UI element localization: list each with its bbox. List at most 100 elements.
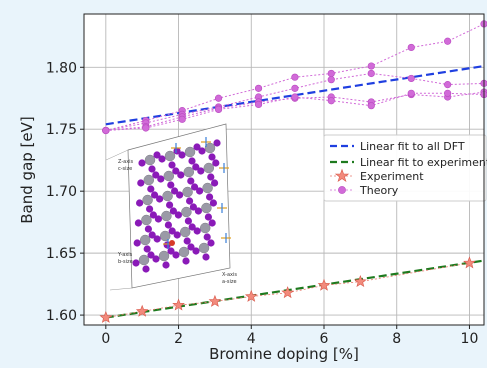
- inset-atom-br-6-a: [177, 171, 185, 179]
- inset-atom-pb-18: [179, 226, 191, 238]
- y-axis-title: Band gap [eV]: [18, 116, 36, 223]
- x-tick-label-3: 6: [320, 331, 329, 347]
- inset-atom-pb-0: [144, 154, 156, 166]
- inset-atom-pb-19: [199, 222, 211, 234]
- inset-atoms: [132, 137, 231, 273]
- inset-atom-br-8-b: [151, 191, 159, 199]
- inset-atom-br-14-c: [184, 217, 192, 225]
- experiment-point-7: [354, 275, 367, 288]
- inset-atom-br-16-a: [133, 239, 141, 247]
- inset-atom-br-12-a: [134, 219, 142, 227]
- theory-point-3-4: [254, 100, 263, 109]
- inset-atom-pb-16: [139, 234, 151, 246]
- inset-atom-br-1-a: [158, 155, 166, 163]
- inset-atom-pb-21: [158, 250, 170, 262]
- crystal-structure-inset: Z-axis c-size Y-axis b-size X-axis a-siz…: [105, 123, 237, 291]
- inset-atom-br-2-a: [178, 151, 186, 159]
- inset-atom-br-9-b: [171, 187, 179, 195]
- inset-atom-br-21-a: [152, 255, 160, 263]
- inset-atom-br-0-c: [148, 165, 156, 173]
- inset-atom-br-13-a: [154, 215, 162, 223]
- experiment-point-3: [208, 294, 222, 307]
- legend-label-theory: Theory: [359, 184, 399, 197]
- y-tick-label-4: 1.80: [46, 60, 77, 76]
- inset-atom-br-17-a: [153, 235, 161, 243]
- inset-atom-br-2-b: [193, 143, 201, 151]
- inset-atom-br-18-a: [173, 231, 181, 239]
- inset-atom-pb-20: [138, 254, 150, 266]
- inset-atom-br-3-a: [198, 147, 206, 155]
- inset-atom-pb-6: [183, 166, 195, 178]
- x-axis-title: Bromine doping [%]: [209, 345, 359, 363]
- inset-atom-br-19-b: [208, 219, 216, 227]
- inset-y-axis-label: Y-axis: [117, 252, 133, 258]
- legend-label-dft-fit: Linear fit to all DFT: [360, 140, 465, 153]
- inset-atom-dopant: [169, 240, 175, 246]
- inset-atom-pb-17: [159, 230, 171, 242]
- inset-atom-br-8-c: [146, 205, 154, 213]
- inset-atom-br-8-a: [136, 199, 144, 207]
- theory-point-0-5: [291, 73, 299, 81]
- theory-point-3-5: [291, 93, 299, 101]
- inset-atom-br-9-a: [156, 195, 164, 203]
- inset-atom-br-11-a: [196, 187, 204, 195]
- theory-point-0-8: [407, 43, 415, 52]
- inset-atom-br-22-c: [182, 257, 190, 265]
- inset-atom-pb-23: [198, 242, 210, 254]
- inset-atom-pb-9: [162, 190, 173, 202]
- inset-atom-br-10-a: [176, 191, 184, 199]
- inset-atom-pb-12: [141, 214, 152, 226]
- theory-point-3-9: [444, 89, 452, 97]
- experiment-point-4: [244, 289, 258, 302]
- y-tick-label-0: 1.60: [46, 308, 77, 324]
- theory-point-0-4: [254, 84, 263, 92]
- legend-label-experiment-fit: Linear fit to experiment: [360, 156, 487, 169]
- legend-handle-theory: [338, 186, 346, 194]
- inset-atom-br-7-b: [212, 159, 220, 167]
- inset-atom-br-2-c: [188, 157, 196, 165]
- inset-atom-br-23-c: [202, 253, 210, 261]
- inset-z-axis-label: Z-axis: [118, 159, 134, 165]
- experiment-series: [99, 256, 476, 323]
- inset-atom-br-20-c: [142, 265, 150, 273]
- inset-atom-br-4-b: [152, 171, 160, 179]
- inset-atom-pb-15: [201, 202, 212, 214]
- inset-atom-br-15-b: [209, 199, 217, 207]
- inset-atom-br-3-b: [213, 139, 221, 147]
- theory-point-1-7: [367, 69, 375, 78]
- inset-a-size-label: a-size: [222, 279, 237, 285]
- inset-atom-pb-5: [163, 170, 175, 182]
- y-tick-label-1: 1.65: [46, 246, 77, 262]
- inset-atom-br-6-c: [187, 177, 195, 185]
- inset-atom-pb-10: [182, 186, 193, 198]
- inset-atom-br-18-c: [183, 237, 191, 245]
- theory-point-1-9: [444, 81, 452, 89]
- inset-atom-br-15-a: [194, 207, 202, 215]
- inset-atom-br-19-a: [193, 227, 201, 235]
- inset-atom-br-23-a: [192, 247, 200, 255]
- inset-atom-pb-13: [161, 210, 172, 222]
- inset-atom-br-12-b: [149, 211, 157, 219]
- legend-handle-experiment: [334, 168, 350, 183]
- inset-atom-br-21-b: [167, 247, 175, 255]
- y-tick-label-3: 1.75: [46, 122, 77, 138]
- inset-atom-br-0-a: [138, 159, 146, 167]
- theory-point-1-5: [291, 84, 299, 92]
- axis-ticks: 0 2 4 6 8 10 1.60 1.65 1.70 1.75 1.80: [46, 60, 479, 347]
- inset-atom-br-15-c: [204, 213, 212, 221]
- theory-point-0-6: [327, 69, 335, 78]
- inset-atom-pb-8: [142, 194, 153, 206]
- inset-atom-br-1-c: [168, 161, 176, 169]
- inset-atom-br-11-b: [211, 179, 219, 187]
- inset-atom-br-10-c: [186, 197, 194, 205]
- inset-atom-br-17-b: [168, 227, 176, 235]
- inset-atom-br-3-c: [208, 153, 216, 161]
- inset-atom-br-4-c: [147, 185, 155, 193]
- inset-x-axis-label: X-axis: [222, 272, 237, 278]
- inset-atom-br-19-c: [203, 233, 211, 241]
- experiment-point-8: [463, 256, 476, 269]
- inset-atom-br-0-b: [153, 151, 161, 159]
- legend-label-experiment: Experiment: [360, 170, 424, 183]
- inset-atom-br-12-c: [144, 225, 152, 233]
- experiment-point-6: [317, 278, 331, 291]
